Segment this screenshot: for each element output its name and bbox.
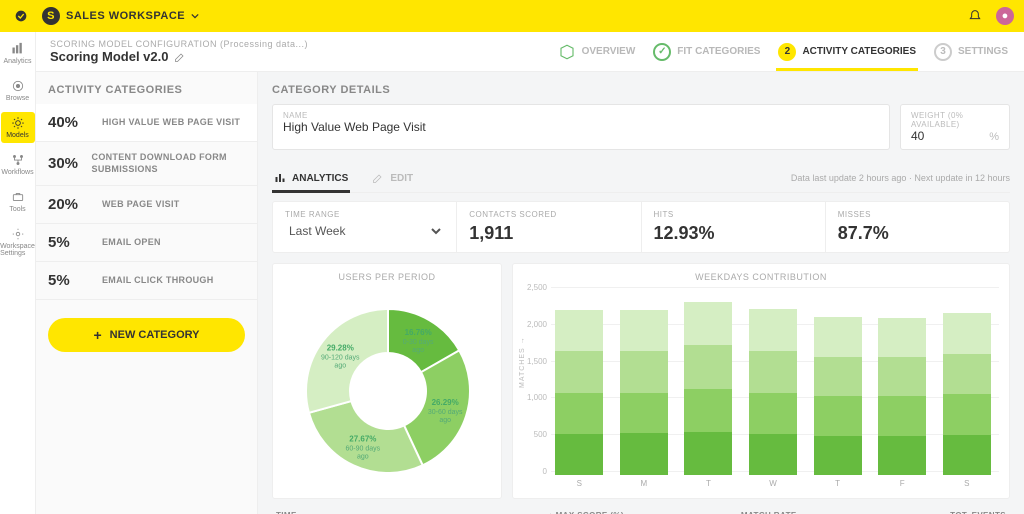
category-details-panel: CATEGORY DETAILS NAME High Value Web Pag… [258,72,1024,514]
breadcrumb-row: SCORING MODEL CONFIGURATION (Processing … [36,32,1024,72]
bar-M: M [616,310,673,488]
svg-text:16.76%: 16.76% [405,328,432,337]
stats-row: TIME RANGELast WeekCONTACTS SCORED1,911H… [272,201,1010,253]
svg-text:ago: ago [357,453,369,460]
rail-browse[interactable]: Browse [1,75,35,106]
rail-workflows[interactable]: Workflows [1,149,35,180]
rail-models[interactable]: Models [1,112,35,143]
svg-text:ago: ago [439,417,451,424]
rail-tools[interactable]: Tools [1,186,35,217]
name-label: NAME [283,111,879,120]
bar-T: T [809,317,866,488]
name-value: High Value Web Page Visit [283,120,879,134]
logo-icon[interactable] [10,5,32,27]
tab-edit[interactable]: EDIT [370,164,415,192]
time-range-select[interactable]: Last Week [285,223,444,239]
stat-hits: HITS12.93% [641,202,825,252]
workspace-badge-icon: S [42,7,60,25]
category-item[interactable]: 20%WEB PAGE VISIT [36,186,257,224]
bar-F: F [874,318,931,489]
tab-analytics[interactable]: ANALYTICS [272,164,350,192]
details-header: CATEGORY DETAILS [272,84,1010,96]
bar-title: WEEKDAYS CONTRIBUTION [523,272,999,282]
chevron-down-icon [191,13,199,19]
weight-label: WEIGHT (0% AVAILABLE) [911,111,989,129]
plus-icon: + [93,327,101,343]
main-area: SCORING MODEL CONFIGURATION (Processing … [36,32,1024,514]
stat-contacts-scored: CONTACTS SCORED1,911 [456,202,640,252]
bar-S: S [938,313,995,488]
workspace-name: SALES WORKSPACE [66,10,185,22]
new-category-label: NEW CATEGORY [110,329,200,341]
svg-text:90-120 days: 90-120 days [321,355,360,362]
top-bar: S SALES WORKSPACE ● [0,0,1024,32]
nav-rail: Analytics Browse Models Workflows Tools Works… [0,32,36,514]
bar-S: S [551,310,608,488]
rail-workspace-settings[interactable]: Workspace Settings [1,223,35,261]
workspace-switcher[interactable]: S SALES WORKSPACE [42,7,199,25]
pie-title: USERS PER PERIOD [283,272,491,282]
page-title-text: Scoring Model v2.0 [50,49,168,64]
avatar[interactable]: ● [996,7,1014,25]
svg-text:ago: ago [334,363,346,370]
breadcrumb-sub: SCORING MODEL CONFIGURATION (Processing … [50,39,308,49]
svg-text:30-60 days: 30-60 days [428,409,463,416]
step-overview[interactable]: OVERVIEW [556,33,638,71]
weight-field[interactable]: WEIGHT (0% AVAILABLE) 40 % [900,104,1010,150]
wizard-steps: OVERVIEW ✓FIT CATEGORIES 2ACTIVITY CATEGOR… [556,33,1010,71]
stat-misses: MISSES87.7% [825,202,1009,252]
activity-categories-panel: ACTIVITY CATEGORIES 40%HIGH VALUE WEB PA… [36,72,258,514]
edit-icon[interactable] [174,51,186,63]
detail-tabs: ANALYTICS EDIT Data last update 2 hours ag… [272,164,1010,193]
svg-text:0-30 days: 0-30 days [403,339,434,346]
users-per-period-chart: USERS PER PERIOD 16.76%0-30 daysago26.29… [272,263,502,499]
name-field[interactable]: NAME High Value Web Page Visit [272,104,890,150]
results-table-header: TIME↓ MAX SCORE (%)MATCH RATETOT. EVENTS [272,499,1010,514]
svg-text:29.28%: 29.28% [327,344,354,353]
step-fit-categories[interactable]: ✓FIT CATEGORIES [651,33,762,71]
percent-icon: % [989,131,999,143]
categories-header: ACTIVITY CATEGORIES [36,72,257,104]
category-item[interactable]: 5%EMAIL OPEN [36,224,257,262]
category-item[interactable]: 30%CONTENT DOWNLOAD FORM SUBMISSIONS [36,142,257,186]
category-item[interactable]: 5%EMAIL CLICK THROUGH [36,262,257,300]
svg-text:60-90 days: 60-90 days [346,445,381,452]
notifications-icon[interactable] [964,5,986,27]
bar-W: W [745,309,802,488]
svg-text:26.29%: 26.29% [432,398,459,407]
stat-time-range[interactable]: TIME RANGELast Week [273,202,456,252]
update-note: Data last update 2 hours ago · Next upda… [791,173,1010,183]
rail-analytics[interactable]: Analytics [1,38,35,69]
weight-value: 40 [911,129,989,143]
step-settings[interactable]: 3SETTINGS [932,33,1010,71]
category-item[interactable]: 40%HIGH VALUE WEB PAGE VISIT [36,104,257,142]
svg-text:ago: ago [412,347,424,354]
new-category-button[interactable]: + NEW CATEGORY [48,318,245,352]
bar-T: T [680,302,737,488]
step-activity-categories[interactable]: 2ACTIVITY CATEGORIES [776,33,918,71]
weekdays-contribution-chart: WEEKDAYS CONTRIBUTION MATCHES → 05001,00… [512,263,1010,499]
svg-text:27.67%: 27.67% [349,434,376,443]
page-title: Scoring Model v2.0 [50,49,308,64]
